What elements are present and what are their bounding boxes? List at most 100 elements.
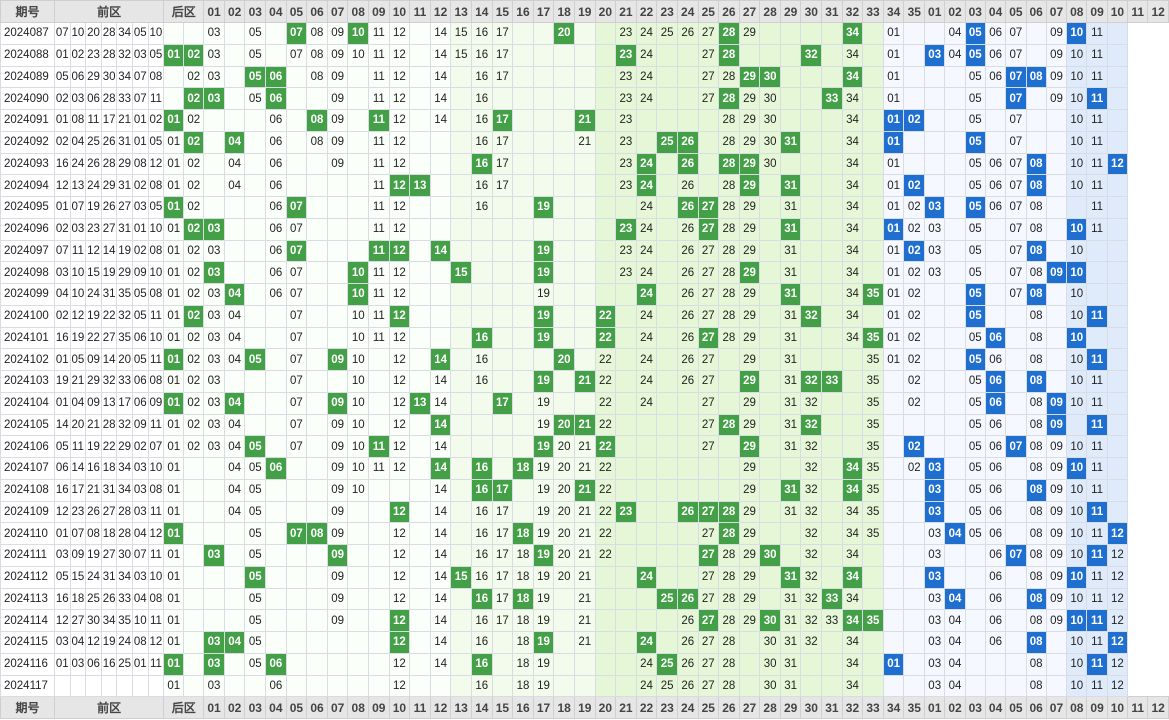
header-back-col: 12 [1147,696,1169,720]
front-trend-cell: 01 [163,370,185,393]
header-back-col: 04 [984,696,1007,720]
front-trend-cell [862,196,884,219]
header-front-col: 02 [223,696,246,720]
back-hit-cell: 02 [903,109,926,132]
front-hit-cell: 17 [491,109,514,132]
back-trend-cell [984,652,1007,676]
front-trend-cell: 27 [697,391,720,415]
front-trend-cell [573,217,596,241]
front-trend-cell [183,522,205,545]
front-trend-cell: 12 [388,261,411,284]
back-trend-cell [882,587,905,611]
front-draw-number: 35 [116,609,133,632]
header-front-col: 03 [244,0,267,23]
front-trend-cell: 24 [635,370,658,393]
issue-number: 2024097 [0,239,56,263]
front-trend-cell [841,370,864,393]
front-hit-cell: 14 [429,348,452,371]
front-trend-cell: 12 [388,565,411,589]
back-trend-cell [882,435,905,458]
front-trend-cell [285,130,308,154]
front-trend-cell: 05 [244,457,267,480]
front-draw-number: 19 [85,196,102,219]
front-trend-cell [203,152,225,176]
front-trend-cell: 23 [615,174,637,197]
back-trend-cell: 07 [1005,196,1027,219]
front-trend-cell: 32 [800,500,823,524]
front-hit-cell: 14 [429,239,452,263]
back-draw-number: 03 [131,196,149,219]
front-trend-cell [759,174,781,197]
front-draw-number: 21 [116,109,133,132]
header-front-col: 17 [532,696,555,720]
back-draw-number: 05 [147,196,165,219]
table-row: 2024108 16 17 21 31 34 03 08 01 04 05 09 10 14 16 17 19 2… [0,478,1169,502]
front-draw-number [69,674,87,698]
front-trend-cell: 14 [429,565,452,589]
front-hit-cell: 19 [532,196,555,219]
front-trend-cell [183,631,205,654]
front-trend-cell: 11 [368,217,390,241]
front-draw-number: 33 [116,370,133,393]
front-trend-cell [800,239,823,263]
front-hit-cell: 27 [697,326,720,350]
table-row: 2024096 02 03 23 27 31 01 10 01 02 03 06 07 11 12 23 24 2… [0,217,1169,241]
front-hit-cell: 31 [779,283,802,306]
front-trend-cell: 27 [697,674,720,698]
front-trend-cell: 26 [676,326,699,350]
front-trend-cell [223,217,246,241]
front-hit-cell: 16 [470,587,493,611]
front-trend-cell [429,152,452,176]
front-trend-cell [183,674,205,698]
front-hit-cell: 07 [285,522,308,545]
header-front-col: 08 [347,696,370,720]
back-trend-cell [1066,196,1088,219]
front-trend-cell: 11 [368,22,390,45]
front-trend-cell [615,391,637,415]
issue-number: 2024092 [0,130,56,154]
front-trend-cell [244,413,267,437]
front-trend-cell: 08 [306,130,328,154]
front-trend-cell [573,152,596,176]
back-trend-cell: 09 [1045,587,1068,611]
front-trend-cell: 01 [163,304,185,328]
front-trend-cell [306,587,328,611]
front-trend-cell [512,261,534,284]
back-trend-cell [924,87,946,110]
back-trend-cell: 12 [1106,609,1129,632]
front-trend-cell: 07 [285,370,308,393]
front-trend-cell [512,65,534,89]
back-trend-cell: 10 [1066,652,1088,676]
back-hit-cell: 11 [1086,609,1108,632]
front-draw-number: 16 [54,152,71,176]
front-trend-cell [450,413,472,437]
front-trend-cell: 26 [676,370,699,393]
front-draw-number: 16 [100,652,118,676]
back-trend-cell [1086,326,1108,350]
front-draw-number [54,674,71,698]
front-trend-cell: 09 [326,457,349,480]
back-draw-number: 09 [147,391,165,415]
front-trend-cell: 26 [676,631,699,654]
back-trend-cell [1005,652,1027,676]
issue-number: 2024088 [0,43,56,67]
front-trend-cell [429,261,452,284]
table-row: 2024094 12 13 24 29 31 02 08 01 02 04 06 11 12 13 16 17 2… [0,174,1169,197]
front-trend-cell: 30 [759,87,781,110]
front-draw-number: 04 [54,283,71,306]
front-trend-cell [718,478,740,502]
front-trend-cell: 01 [163,174,185,197]
issue-number: 2024110 [0,522,56,545]
front-trend-cell [553,631,575,654]
issue-number: 2024091 [0,109,56,132]
front-hit-cell: 29 [738,152,761,176]
front-trend-cell [306,478,328,502]
front-trend-cell: 10 [347,370,370,393]
front-trend-cell [573,283,596,306]
front-trend-cell: 31 [779,413,802,437]
back-trend-cell: 06 [984,435,1007,458]
front-draw-number: 13 [69,174,87,197]
header-back-col: 03 [964,0,986,23]
front-trend-cell [759,500,781,524]
front-draw-number: 12 [54,609,71,632]
